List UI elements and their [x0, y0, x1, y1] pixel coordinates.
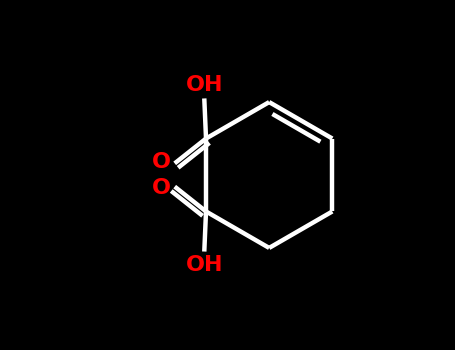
Text: OH: OH: [186, 75, 223, 95]
Text: OH: OH: [186, 255, 223, 275]
Text: O: O: [152, 152, 171, 172]
Text: O: O: [152, 178, 171, 198]
